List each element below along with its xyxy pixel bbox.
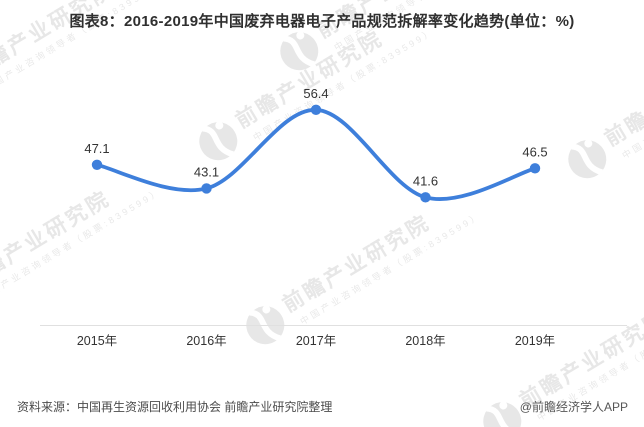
data-point-marker bbox=[201, 183, 212, 194]
page-title: 图表8：2016-2019年中国废弃电器电子产品规范拆解率变化趋势(单位：%) bbox=[69, 13, 575, 30]
data-point-marker bbox=[420, 192, 431, 203]
data-point-label: 46.5 bbox=[522, 144, 547, 159]
x-axis-label: 2019年 bbox=[515, 334, 555, 348]
data-point-marker bbox=[529, 163, 541, 174]
x-axis-label: 2018年 bbox=[405, 334, 445, 348]
x-axis-label: 2015年 bbox=[77, 334, 117, 348]
x-axis-label: 2016年 bbox=[186, 334, 226, 348]
app-credit: @前瞻经济学人APP bbox=[519, 400, 628, 414]
data-point-label: 56.4 bbox=[303, 86, 328, 101]
data-point-label: 47.1 bbox=[84, 141, 109, 156]
trend-line bbox=[95, 107, 537, 201]
data-point-label: 41.6 bbox=[413, 173, 438, 188]
data-point-label: 43.1 bbox=[194, 164, 219, 179]
x-axis-label: 2017年 bbox=[296, 334, 336, 348]
data-point-marker bbox=[310, 104, 322, 116]
source-note: 资料来源：中国再生资源回收利用协会 前瞻产业研究院整理 bbox=[17, 400, 333, 414]
data-point-marker bbox=[91, 159, 103, 171]
